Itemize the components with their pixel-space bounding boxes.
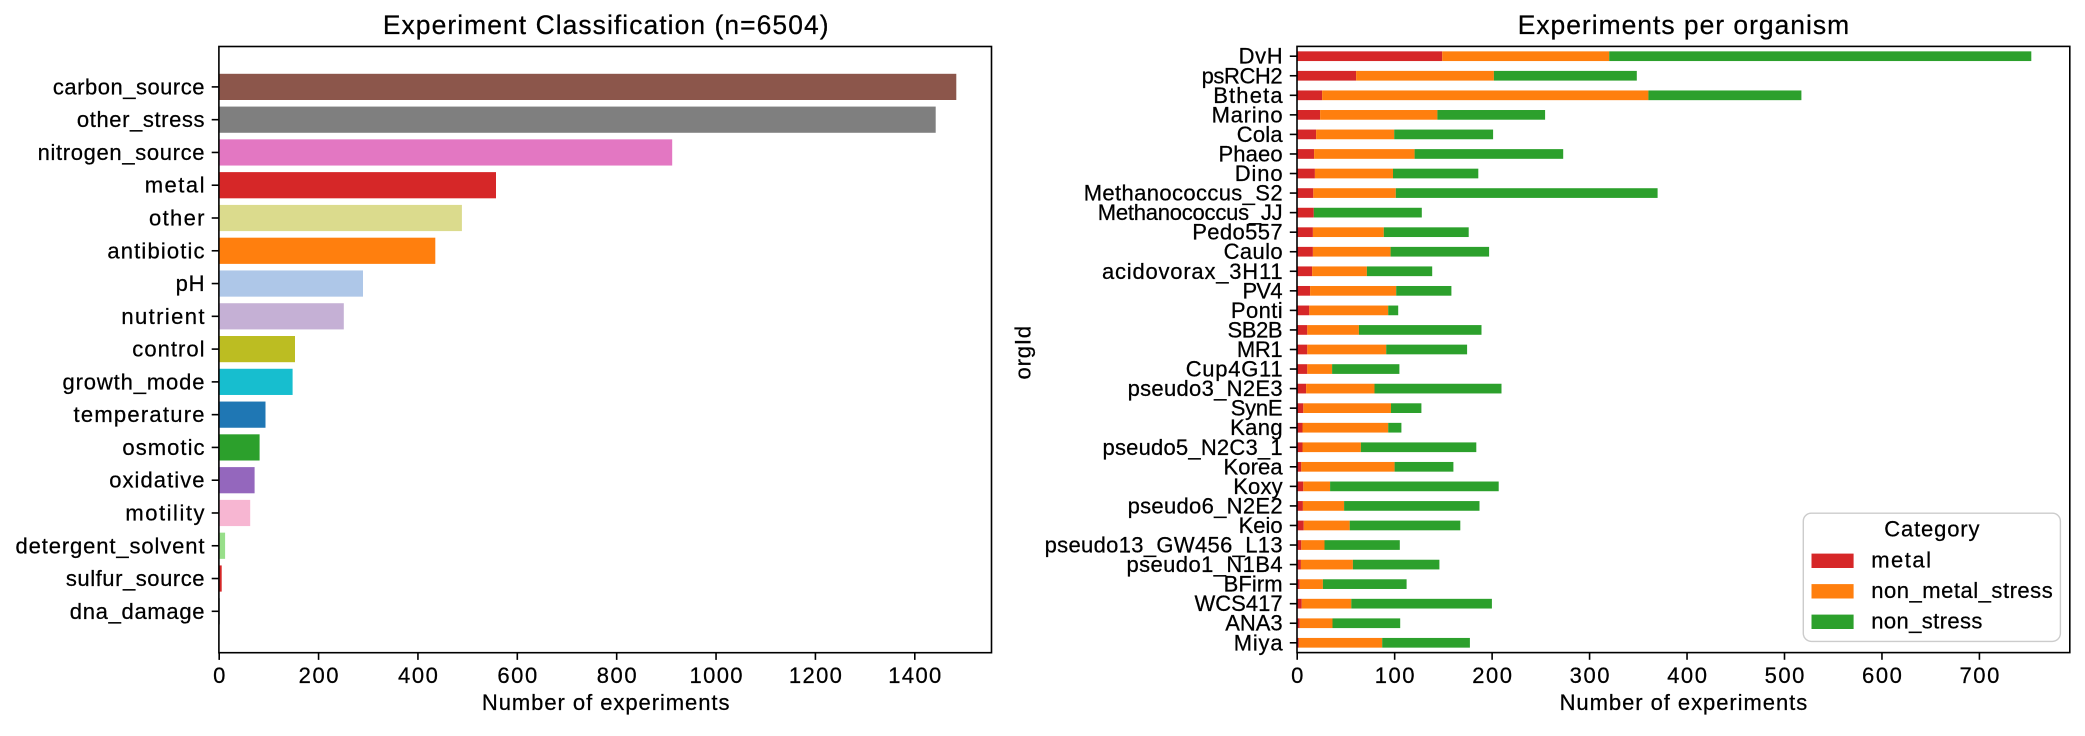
svg-text:Koxy: Koxy — [1233, 474, 1282, 499]
svg-text:MR1: MR1 — [1237, 337, 1283, 362]
svg-text:WCS417: WCS417 — [1195, 591, 1283, 616]
svg-text:Miya: Miya — [1234, 630, 1284, 655]
svg-text:Cup4G11: Cup4G11 — [1186, 357, 1283, 382]
svg-text:pseudo13_GW456_L13: pseudo13_GW456_L13 — [1045, 533, 1283, 558]
svg-text:pH: pH — [176, 271, 205, 296]
svg-text:growth_mode: growth_mode — [63, 369, 205, 394]
svg-text:600: 600 — [497, 663, 537, 688]
svg-text:800: 800 — [597, 663, 637, 688]
svg-text:1000: 1000 — [690, 663, 743, 688]
svg-text:sulfur_source: sulfur_source — [66, 566, 205, 591]
svg-text:700: 700 — [1960, 663, 2000, 688]
svg-text:100: 100 — [1375, 663, 1415, 688]
svg-text:ANA3: ANA3 — [1225, 611, 1282, 636]
svg-text:PV4: PV4 — [1243, 278, 1283, 303]
svg-text:Number of experiments: Number of experiments — [482, 690, 730, 715]
svg-text:other: other — [149, 206, 205, 231]
svg-text:dna_damage: dna_damage — [70, 599, 205, 624]
svg-text:SynE: SynE — [1231, 396, 1283, 421]
svg-text:motility: motility — [125, 500, 204, 525]
svg-text:other_stress: other_stress — [77, 107, 205, 132]
svg-text:400: 400 — [1667, 663, 1707, 688]
svg-text:detergent_solvent: detergent_solvent — [16, 533, 205, 558]
svg-text:metal: metal — [145, 173, 205, 198]
svg-text:500: 500 — [1765, 663, 1805, 688]
svg-text:nitrogen_source: nitrogen_source — [38, 140, 205, 165]
svg-text:Number of experiments: Number of experiments — [1560, 690, 1808, 715]
svg-text:acidovorax_3H11: acidovorax_3H11 — [1102, 259, 1283, 284]
svg-text:nutrient: nutrient — [121, 304, 204, 329]
svg-text:Experiment Classification (n=6: Experiment Classification (n=6504) — [383, 10, 829, 40]
svg-text:pseudo1_N1B4: pseudo1_N1B4 — [1127, 552, 1283, 577]
svg-text:pseudo3_N2E3: pseudo3_N2E3 — [1128, 376, 1283, 401]
svg-text:pseudo6_N2E2: pseudo6_N2E2 — [1128, 493, 1283, 518]
svg-text:antibiotic: antibiotic — [107, 238, 204, 263]
svg-text:Cola: Cola — [1237, 122, 1284, 147]
svg-text:carbon_source: carbon_source — [53, 74, 205, 99]
svg-text:1400: 1400 — [888, 663, 941, 688]
svg-text:non_stress: non_stress — [1871, 608, 1982, 633]
svg-text:600: 600 — [1862, 663, 1902, 688]
svg-text:200: 200 — [1472, 663, 1512, 688]
svg-text:DvH: DvH — [1239, 44, 1283, 69]
svg-text:Keio: Keio — [1239, 513, 1283, 538]
svg-text:BFirm: BFirm — [1224, 572, 1283, 597]
svg-text:psRCH2: psRCH2 — [1202, 63, 1283, 88]
svg-text:pseudo5_N2C3_1: pseudo5_N2C3_1 — [1103, 435, 1283, 460]
svg-text:Korea: Korea — [1224, 454, 1284, 479]
svg-text:Phaeo: Phaeo — [1219, 141, 1283, 166]
svg-text:Btheta: Btheta — [1213, 83, 1283, 108]
svg-text:Kang: Kang — [1230, 415, 1283, 440]
svg-text:Marino: Marino — [1212, 102, 1283, 127]
svg-text:control: control — [132, 337, 204, 362]
svg-text:400: 400 — [398, 663, 438, 688]
svg-text:metal: metal — [1871, 547, 1931, 572]
svg-text:SB2B: SB2B — [1228, 317, 1283, 342]
svg-text:orgId: orgId — [1010, 326, 1035, 380]
svg-text:Pedo557: Pedo557 — [1192, 220, 1282, 245]
svg-text:Methanococcus_JJ: Methanococcus_JJ — [1098, 200, 1283, 225]
svg-text:Methanococcus_S2: Methanococcus_S2 — [1084, 181, 1283, 206]
svg-text:Caulo: Caulo — [1224, 239, 1283, 264]
svg-text:300: 300 — [1570, 663, 1610, 688]
svg-text:Category: Category — [1884, 517, 1979, 542]
svg-text:Experiments per organism: Experiments per organism — [1518, 10, 1849, 40]
svg-text:Ponti: Ponti — [1231, 298, 1283, 323]
svg-text:1200: 1200 — [789, 663, 842, 688]
svg-text:non_metal_stress: non_metal_stress — [1871, 578, 2053, 603]
svg-text:Dino: Dino — [1235, 161, 1283, 186]
svg-text:0: 0 — [213, 663, 225, 688]
svg-text:0: 0 — [1291, 663, 1303, 688]
svg-text:200: 200 — [299, 663, 339, 688]
svg-text:osmotic: osmotic — [122, 435, 204, 460]
svg-text:oxidative: oxidative — [109, 468, 204, 493]
